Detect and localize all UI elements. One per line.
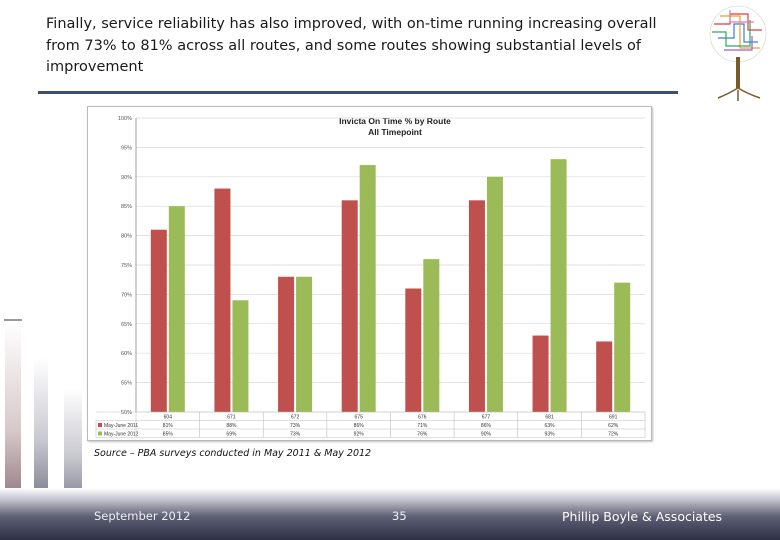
footer-page-number: 35 (392, 509, 407, 523)
legend-label: May-June 2012 (104, 431, 139, 437)
x-tick-label: 672 (291, 414, 300, 420)
x-tick-label: 671 (227, 414, 236, 420)
bar-2012-691 (614, 282, 631, 412)
bar-2011-691 (596, 341, 613, 412)
bar-2012-675 (359, 165, 376, 412)
y-tick-label: 65% (121, 322, 132, 328)
bar-2011-677 (468, 200, 485, 412)
table-cell: 62% (608, 423, 619, 429)
bar-2011-675 (341, 200, 358, 412)
table-cell: 76% (417, 431, 428, 437)
table-cell: 85% (163, 431, 174, 437)
y-tick-label: 95% (121, 145, 132, 151)
legend-swatch (98, 431, 102, 436)
ontime-bar-chart: Invicta On Time % by Route All Timepoint… (95, 116, 646, 438)
x-tick-label: 681 (545, 414, 554, 420)
source-note: Source – PBA surveys conducted in May 20… (94, 448, 372, 459)
footer-date: September 2012 (94, 509, 191, 523)
bar-2011-676 (405, 288, 422, 412)
bar-2011-672 (278, 276, 295, 412)
y-tick-label: 60% (121, 351, 132, 357)
table-cell: 69% (226, 431, 237, 437)
legend-label: May-June 2011 (104, 423, 138, 429)
y-tick-label: 55% (121, 381, 132, 387)
bar-2012-604 (168, 206, 185, 412)
slide-title: Finally, service reliability has also im… (46, 16, 657, 75)
title-rule (38, 91, 678, 94)
x-tick-label: 604 (164, 414, 173, 420)
x-tick-label: 691 (609, 414, 618, 420)
table-cell: 81% (163, 423, 174, 429)
x-tick-label: 677 (482, 414, 491, 420)
table-cell: 73% (290, 423, 301, 429)
table-cell: 63% (545, 423, 556, 429)
bar-2012-672 (296, 276, 313, 412)
y-tick-label: 50% (121, 410, 132, 416)
table-cell: 72% (608, 431, 619, 437)
y-tick-label: 75% (121, 263, 132, 269)
x-tick-label: 676 (418, 414, 427, 420)
table-cell: 92% (354, 431, 365, 437)
y-tick-label: 70% (121, 292, 132, 298)
legend-swatch (98, 423, 102, 427)
bar-2012-676 (423, 259, 440, 412)
bar-2011-671 (214, 188, 231, 412)
table-cell: 86% (354, 423, 365, 429)
table-cell: 90% (481, 431, 492, 437)
footer-author: Phillip Boyle & Associates (562, 509, 723, 524)
bar-2011-604 (150, 229, 167, 412)
footer-bar (0, 488, 780, 540)
y-tick-label: 90% (121, 175, 132, 181)
table-cell: 71% (417, 423, 428, 429)
bar-2012-671 (232, 300, 249, 412)
table-cell: 86% (481, 423, 492, 429)
bar-2011-681 (532, 335, 549, 412)
chart-subtitle: All Timepoint (368, 127, 422, 137)
chart-title: Invicta On Time % by Route (339, 116, 451, 126)
table-cell: 73% (290, 431, 301, 437)
y-tick-label: 100% (118, 116, 132, 122)
y-tick-label: 80% (121, 234, 132, 240)
bar-2012-677 (486, 176, 503, 412)
tree-logo-icon (709, 5, 767, 101)
table-cell: 88% (226, 423, 237, 429)
y-tick-label: 85% (121, 204, 132, 210)
table-cell: 93% (545, 431, 556, 437)
chart-frame: Invicta On Time % by Route All Timepoint… (87, 106, 652, 441)
bar-2012-681 (550, 159, 567, 412)
x-tick-label: 675 (355, 414, 364, 420)
